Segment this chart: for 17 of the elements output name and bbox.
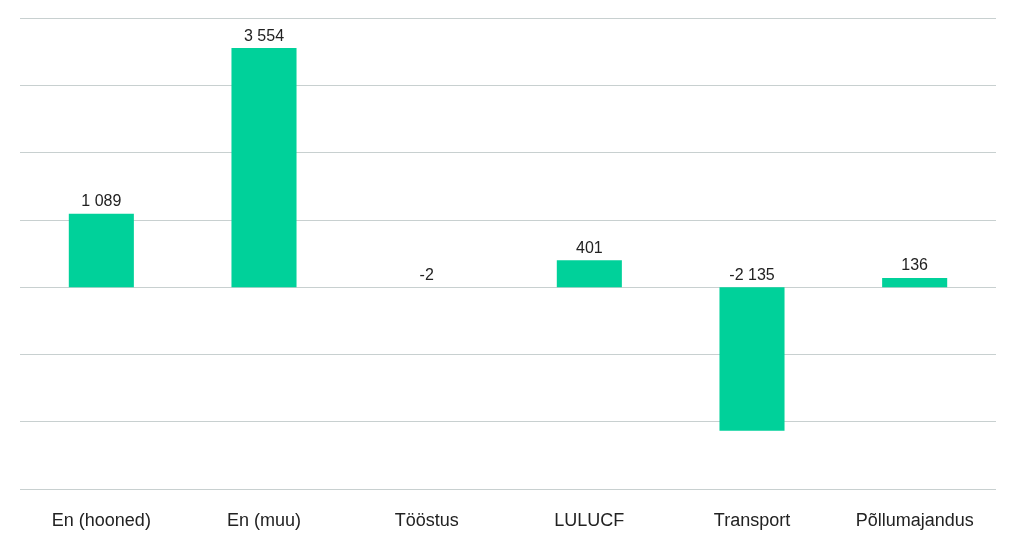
data-label: 401	[575, 238, 603, 256]
data-label: -2	[419, 265, 434, 283]
data-label: 1 089	[81, 192, 122, 210]
x-tick-label: Transport	[713, 510, 791, 530]
data-label: 3 554	[243, 26, 285, 44]
x-tick-label: Tööstus	[394, 510, 459, 530]
data-label: -2 135	[729, 265, 775, 283]
x-tick-label: LULUCF	[554, 510, 625, 530]
x-tick-label: En (muu)	[226, 510, 302, 530]
x-tick-label: En (hooned)	[51, 510, 151, 530]
data-label: 136	[901, 256, 929, 274]
bar	[719, 287, 785, 431]
bar	[231, 48, 297, 288]
bar	[68, 213, 134, 288]
x-tick-label: Põllumajandus	[855, 510, 974, 530]
bar	[882, 277, 948, 288]
bar	[556, 260, 622, 288]
